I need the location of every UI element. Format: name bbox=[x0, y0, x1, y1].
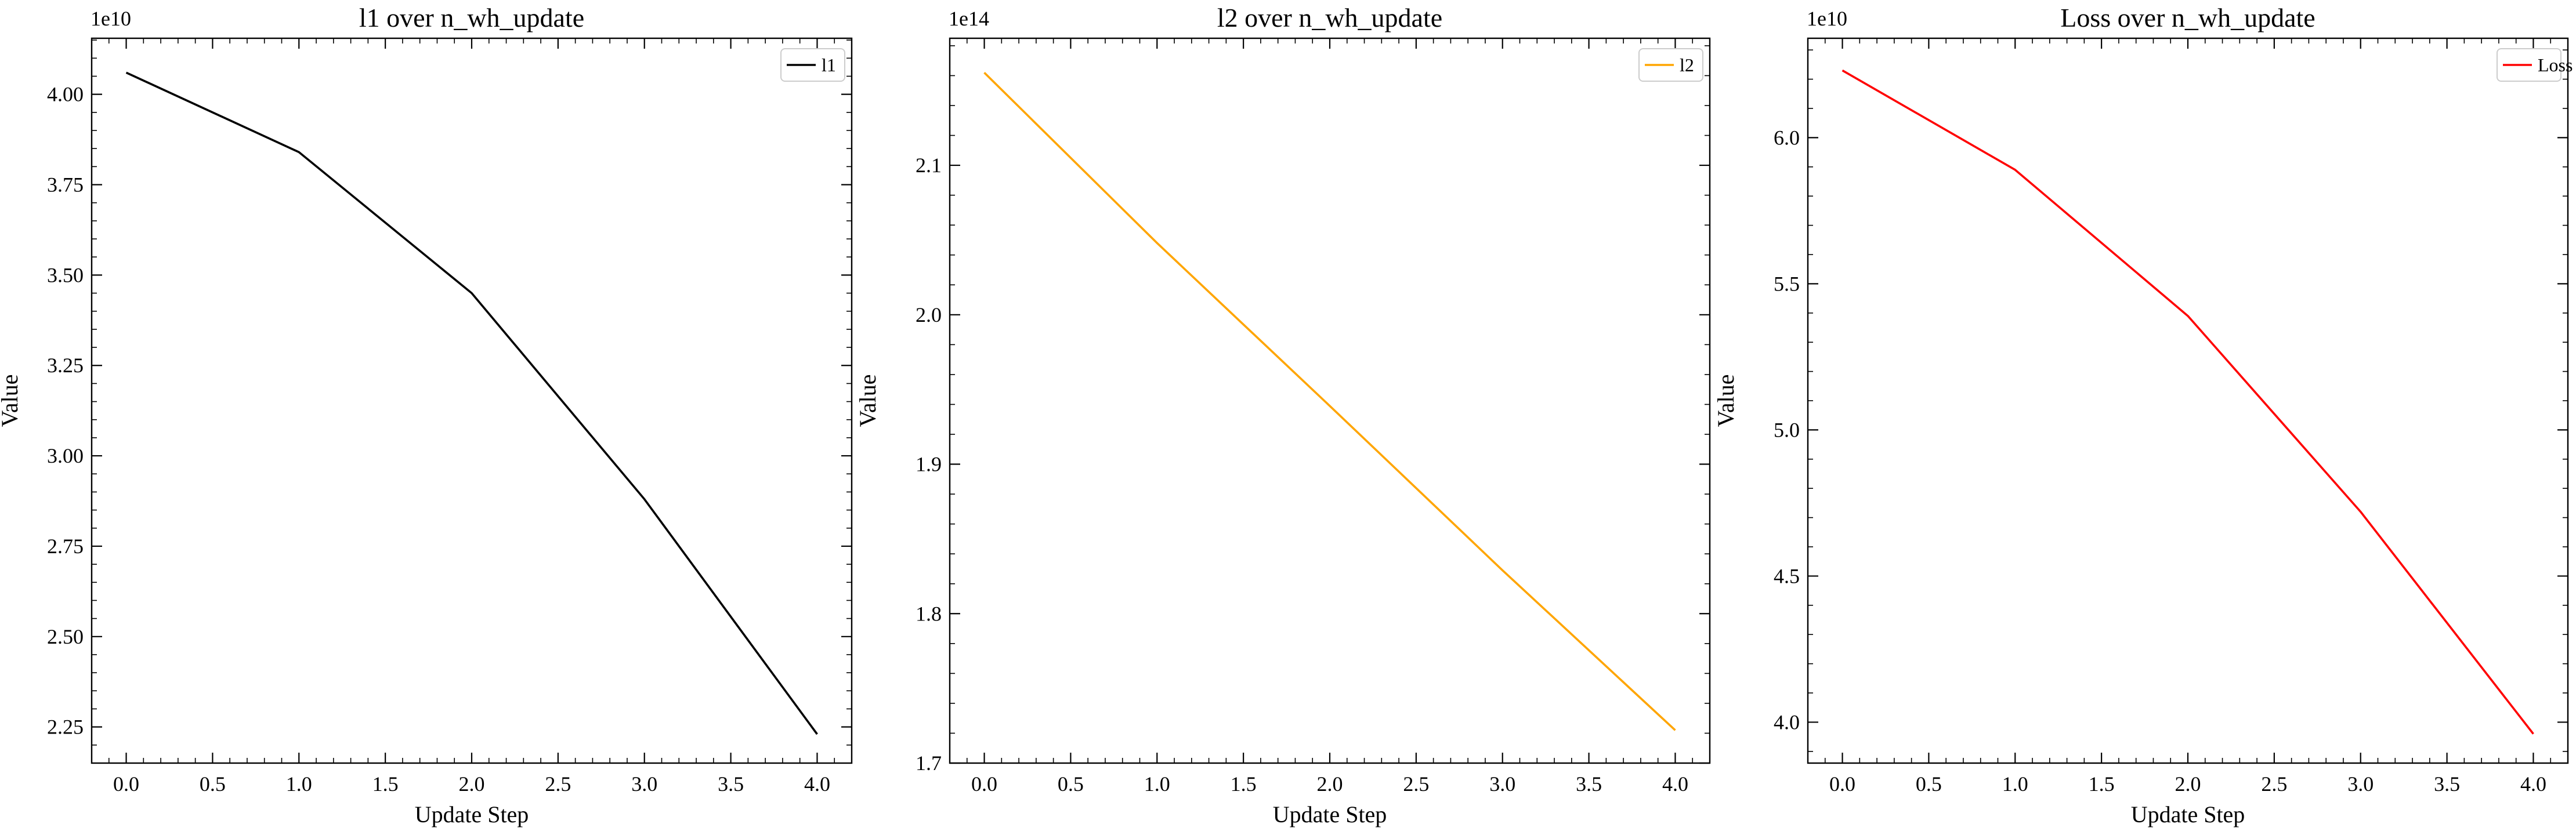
legend-label: l1 bbox=[822, 55, 836, 75]
x-tick-label: 0.0 bbox=[971, 772, 997, 796]
axis-offset-label: 1e10 bbox=[1807, 7, 1847, 30]
axis-offset-label: 1e14 bbox=[949, 7, 989, 30]
x-tick-label: 2.5 bbox=[545, 772, 571, 796]
legend: Loss bbox=[2497, 48, 2573, 82]
x-tick-label: 1.5 bbox=[372, 772, 399, 796]
x-tick-label: 0.5 bbox=[1916, 772, 1942, 796]
x-tick-label: 0.5 bbox=[1058, 772, 1084, 796]
y-tick-label: 2.1 bbox=[916, 154, 942, 177]
axis-offset-label: 1e10 bbox=[91, 7, 131, 30]
x-tick-label: 4.0 bbox=[804, 772, 830, 796]
x-tick-label: 3.0 bbox=[1489, 772, 1515, 796]
chart-panel-3: Loss over n_wh_update 1e10 Update Step Valu… bbox=[1713, 3, 2573, 827]
legend-label: l2 bbox=[1680, 55, 1694, 75]
x-tick-label: 1.5 bbox=[2089, 772, 2115, 796]
x-tick-label: 0.0 bbox=[1829, 772, 1855, 796]
legend-label: Loss bbox=[2538, 55, 2573, 75]
legend: l1 bbox=[780, 48, 845, 82]
x-tick-label: 3.5 bbox=[718, 772, 744, 796]
plot-frame bbox=[949, 37, 1711, 764]
x-tick-label: 2.0 bbox=[459, 772, 485, 796]
y-tick-label: 1.7 bbox=[916, 752, 942, 775]
legend: l2 bbox=[1638, 48, 1703, 82]
chart-title: l1 over n_wh_update bbox=[359, 3, 584, 32]
x-tick-label: 1.0 bbox=[1144, 772, 1170, 796]
y-tick-label: 4.0 bbox=[1774, 710, 1800, 734]
x-tick-label: 1.0 bbox=[2002, 772, 2028, 796]
y-tick-label: 2.0 bbox=[916, 303, 942, 326]
chart-title: Loss over n_wh_update bbox=[2060, 3, 2315, 32]
x-tick-label: 3.0 bbox=[2347, 772, 2374, 796]
y-tick-label: 2.50 bbox=[47, 625, 84, 648]
y-tick-label: 6.0 bbox=[1774, 126, 1800, 149]
x-tick-label: 4.0 bbox=[2520, 772, 2546, 796]
y-tick-label: 5.5 bbox=[1774, 272, 1800, 295]
x-tick-label: 1.0 bbox=[286, 772, 312, 796]
x-axis-label: Update Step bbox=[1273, 801, 1387, 827]
series-line-loss bbox=[1841, 69, 2534, 735]
x-tick-label: 2.0 bbox=[2175, 772, 2201, 796]
x-tick-label: 4.0 bbox=[1662, 772, 1688, 796]
y-tick-label: 5.0 bbox=[1774, 418, 1800, 441]
y-tick-label: 3.50 bbox=[47, 263, 84, 286]
y-tick-label: 4.00 bbox=[47, 83, 84, 106]
y-tick-label: 4.5 bbox=[1774, 564, 1800, 587]
x-axis-label: Update Step bbox=[2131, 801, 2245, 827]
chart-panel-2: l2 over n_wh_update 1e14 Update Step Value 0… bbox=[855, 3, 1711, 827]
chart-title: l2 over n_wh_update bbox=[1217, 3, 1442, 32]
plot-frame bbox=[91, 37, 853, 764]
series-line-l2 bbox=[983, 71, 1676, 731]
series-line-l1 bbox=[125, 71, 818, 735]
y-tick-label: 1.9 bbox=[916, 453, 942, 476]
x-tick-label: 3.0 bbox=[631, 772, 657, 796]
y-axis-label: Value bbox=[0, 374, 23, 427]
x-tick-label: 1.5 bbox=[1231, 772, 1257, 796]
y-axis-label: Value bbox=[855, 374, 881, 427]
x-tick-label: 3.5 bbox=[1576, 772, 1602, 796]
y-tick-label: 3.25 bbox=[47, 354, 84, 377]
y-axis-label: Value bbox=[1713, 374, 1739, 427]
x-tick-label: 2.5 bbox=[2261, 772, 2287, 796]
chart-panel-1: l1 over n_wh_update 1e10 Update Step Value 0… bbox=[0, 3, 853, 827]
y-tick-label: 2.25 bbox=[47, 716, 84, 739]
x-tick-label: 0.0 bbox=[113, 772, 139, 796]
x-tick-label: 2.5 bbox=[1403, 772, 1429, 796]
x-axis-label: Update Step bbox=[415, 801, 529, 827]
y-tick-label: 3.00 bbox=[47, 444, 84, 467]
y-tick-label: 2.75 bbox=[47, 535, 84, 558]
plot-frame bbox=[1807, 37, 2569, 764]
x-tick-label: 3.5 bbox=[2434, 772, 2460, 796]
y-tick-label: 3.75 bbox=[47, 173, 84, 196]
x-tick-label: 0.5 bbox=[200, 772, 226, 796]
x-tick-label: 2.0 bbox=[1317, 772, 1343, 796]
y-tick-label: 1.8 bbox=[916, 602, 942, 625]
